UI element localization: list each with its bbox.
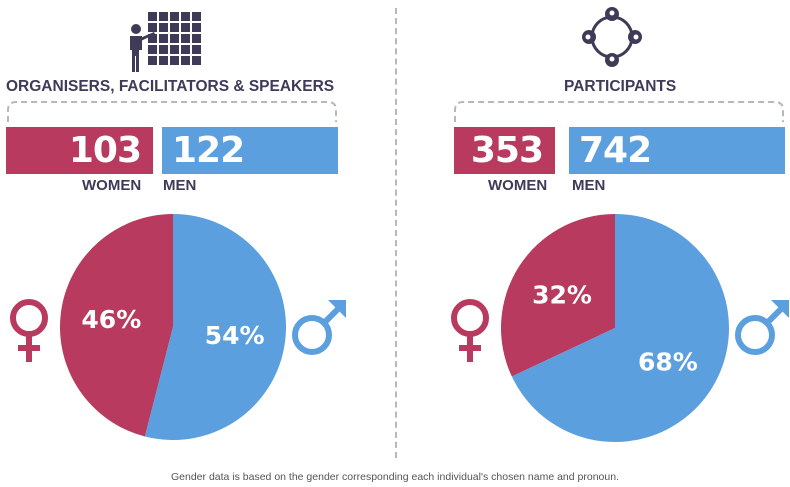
presenter-grid-icon xyxy=(130,12,201,72)
footnote: Gender data is based on the gender corre… xyxy=(171,471,619,483)
pie-slice-women xyxy=(60,214,174,437)
male-symbol-icon xyxy=(735,300,789,355)
women-count-bar: 353 xyxy=(454,127,555,174)
pie-label-men: 54% xyxy=(205,321,265,350)
pie-label-women: 32% xyxy=(532,280,592,309)
male-symbol-icon xyxy=(292,300,346,355)
chart-title: ORGANISERS, FACILITATORS & SPEAKERS xyxy=(6,78,335,95)
men-count-bar: 122 xyxy=(162,127,338,174)
women-count-bar: 103 xyxy=(6,127,153,174)
panel-participants: PARTICIPANTS 353 742 WOMEN MEN 32% 68% xyxy=(395,0,790,487)
female-symbol-icon xyxy=(451,299,489,362)
panel-divider xyxy=(395,8,397,458)
men-label: MEN xyxy=(163,177,197,194)
female-symbol-icon xyxy=(10,299,48,362)
pie-slice-men xyxy=(511,214,729,442)
pie-slice-men xyxy=(144,214,286,440)
men-count-bar: 742 xyxy=(569,127,785,174)
pie-chart-participants: 32% 68% xyxy=(501,214,729,442)
men-label: MEN xyxy=(572,177,606,194)
pie-slice-women xyxy=(501,214,615,377)
title-brace xyxy=(7,101,337,122)
people-network-icon xyxy=(582,7,642,67)
chart-title: PARTICIPANTS xyxy=(564,78,677,95)
title-brace xyxy=(454,101,784,122)
pie-label-women: 46% xyxy=(81,305,141,334)
women-label: WOMEN xyxy=(82,177,142,194)
pie-label-men: 68% xyxy=(638,348,698,377)
women-label: WOMEN xyxy=(488,177,548,194)
pie-chart-organisers: 46% 54% xyxy=(60,214,286,440)
panel-organisers: ORGANISERS, FACILITATORS & SPEAKERS 103 … xyxy=(6,12,346,440)
